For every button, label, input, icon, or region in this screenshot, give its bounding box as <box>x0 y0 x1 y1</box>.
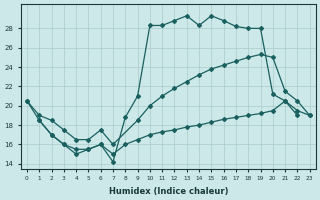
X-axis label: Humidex (Indice chaleur): Humidex (Indice chaleur) <box>108 187 228 196</box>
